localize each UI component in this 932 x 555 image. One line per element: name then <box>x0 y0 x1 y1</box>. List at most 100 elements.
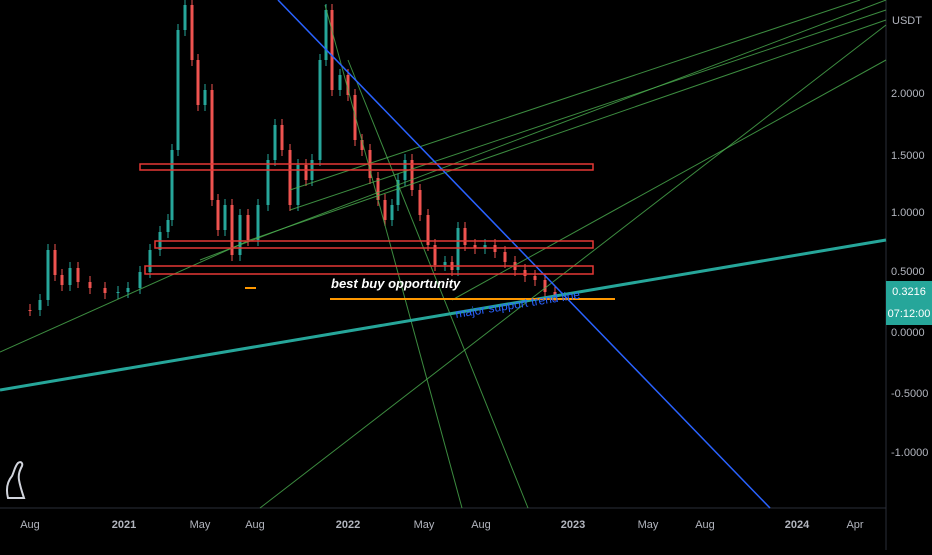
candle-body <box>346 75 350 95</box>
x-tick-label: May <box>638 519 659 531</box>
x-tick-label: Apr <box>846 519 863 531</box>
annotation-best-buy: best buy opportunity <box>331 276 461 291</box>
candle-body <box>353 95 357 140</box>
fan-trend-line <box>249 19 887 241</box>
resistance-zone-box <box>144 265 594 275</box>
candle-body <box>324 10 328 60</box>
candle-body <box>210 90 214 200</box>
candle-body <box>360 140 364 150</box>
y-tick-label: 0.0000 <box>891 327 925 339</box>
candle-body <box>238 215 242 255</box>
candle-body <box>60 275 64 285</box>
y-axis: 2.0000 1.5000 1.0000 0.5000 0.0000 -0.5000 -1.… <box>891 88 928 459</box>
x-tick-label: 2024 <box>785 519 810 531</box>
candle-body <box>390 205 394 220</box>
y-tick-label: -1.0000 <box>891 447 928 459</box>
drawings-layer <box>0 0 887 509</box>
x-tick-label: Aug <box>695 519 715 531</box>
candle-body <box>38 300 42 310</box>
candle-body <box>176 30 180 150</box>
candle-body <box>463 228 467 245</box>
candle-body <box>230 205 234 255</box>
x-axis: Aug 2021 May Aug 2022 May Aug 2023 May Aug 2024 Apr <box>20 519 864 531</box>
resistance-zone-box <box>154 240 594 249</box>
x-tick-label: Aug <box>245 519 265 531</box>
candle-body <box>383 200 387 220</box>
x-tick-label: 2023 <box>561 519 585 531</box>
fan-trend-line <box>451 59 887 301</box>
candle-body <box>256 205 260 240</box>
candle-body <box>273 125 277 160</box>
x-tick-label: 2021 <box>112 519 136 531</box>
candle-body <box>553 292 557 295</box>
candle-body <box>523 270 527 276</box>
resistance-zone-box <box>139 163 594 171</box>
candle-body <box>103 288 107 293</box>
x-tick-label: May <box>190 519 211 531</box>
candle-body <box>426 215 430 245</box>
candle-body <box>396 180 400 205</box>
candle-body <box>68 268 72 285</box>
y-tick-label: 2.0000 <box>891 88 925 100</box>
candle-body <box>53 250 57 275</box>
candle-body <box>138 272 142 288</box>
candle-body <box>266 160 270 205</box>
candle-body <box>76 268 80 282</box>
candle-body <box>288 150 292 205</box>
y-tick-label: 1.5000 <box>891 150 925 162</box>
candle-body <box>433 245 437 265</box>
candle-body <box>473 245 477 248</box>
x-tick-label: Aug <box>471 519 491 531</box>
candle-body <box>296 165 300 205</box>
candle-body <box>456 228 460 270</box>
x-tick-label: May <box>414 519 435 531</box>
candle-body <box>246 215 250 240</box>
candle-body <box>148 250 152 272</box>
y-tick-label: 1.0000 <box>891 207 925 219</box>
major-support-trend-line <box>0 238 887 392</box>
candle-body <box>418 190 422 215</box>
candle-body <box>543 280 547 292</box>
x-tick-label: Aug <box>20 519 40 531</box>
candle-body <box>318 60 322 160</box>
candle-body <box>338 75 342 90</box>
candle-body <box>330 10 334 90</box>
fan-trend-line <box>289 9 887 211</box>
y-tick-label: 0.5000 <box>891 266 925 278</box>
countdown-badge: 07:12:00 <box>886 303 932 325</box>
candle-body <box>203 90 207 105</box>
last-price-badge: 0.3216 <box>886 281 932 303</box>
candle-body <box>126 288 130 292</box>
candle-body <box>28 310 32 311</box>
candle-body <box>196 60 200 105</box>
fan-trend-line <box>347 59 529 509</box>
fan-trend-line <box>199 0 887 261</box>
candle-body <box>190 5 194 60</box>
candle-body <box>503 252 507 262</box>
fan-trend-line <box>0 239 251 353</box>
fan-trend-line <box>324 4 463 509</box>
candle-body <box>443 262 447 265</box>
tradingview-logo-icon <box>6 461 26 499</box>
candle-body <box>116 292 120 293</box>
candle-body <box>304 165 308 180</box>
candle-body <box>483 245 487 248</box>
candle-body <box>46 250 50 300</box>
candle-body <box>88 282 92 288</box>
candle-body <box>183 5 187 30</box>
y-tick-label: -0.5000 <box>891 388 928 400</box>
candle-body <box>223 205 227 230</box>
candle-body <box>376 178 380 200</box>
fan-trend-line <box>289 0 861 191</box>
candle-body <box>216 200 220 230</box>
candle-body <box>170 150 174 220</box>
currency-label: USDT <box>892 15 922 27</box>
downtrend-line <box>277 0 771 509</box>
candle-body <box>410 160 414 190</box>
candle-body <box>166 220 170 232</box>
candle-body <box>280 125 284 150</box>
x-tick-label: 2022 <box>336 519 360 531</box>
candle-body <box>533 276 537 280</box>
